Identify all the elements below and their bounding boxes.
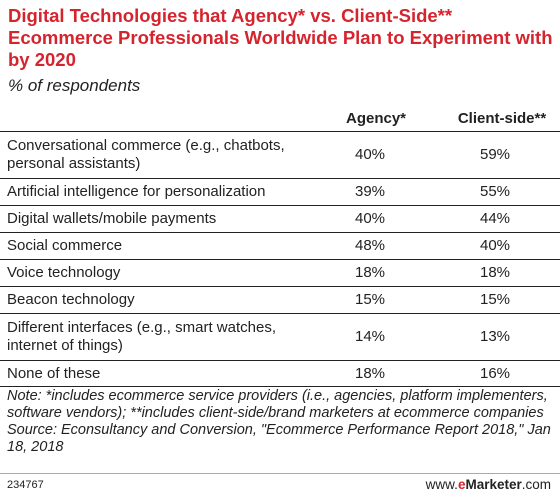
row-label: Social commerce	[0, 237, 310, 255]
table-row: None of these 18% 16%	[0, 360, 560, 387]
brand-e: e	[457, 477, 466, 492]
table-body: Conversational commerce (e.g., chatbots,…	[0, 131, 560, 387]
table-header-row: Agency* Client-side**	[0, 103, 560, 131]
note-text: Note: *includes ecommerce service provid…	[7, 388, 548, 421]
agency-value: 40%	[354, 210, 386, 227]
agency-value: 14%	[354, 328, 386, 345]
agency-value: 48%	[354, 237, 386, 254]
chart-subtitle: % of respondents	[8, 76, 141, 95]
row-label: None of these	[0, 365, 310, 383]
chart-title: Digital Technologies that Agency* vs. Cl…	[8, 5, 553, 70]
row-label: Different interfaces (e.g., smart watche…	[0, 319, 310, 355]
row-label: Conversational commerce (e.g., chatbots,…	[0, 137, 310, 173]
row-label-line: Different interfaces (e.g., smart watche…	[7, 319, 276, 336]
client-side-value: 15%	[479, 291, 511, 308]
agency-value: 15%	[354, 291, 386, 308]
brand-suffix: .com	[521, 477, 551, 492]
header-client-side: Client-side**	[457, 110, 547, 127]
client-side-value: 59%	[479, 146, 511, 163]
row-label: Digital wallets/mobile payments	[0, 210, 310, 228]
table-row: Beacon technology 15% 15%	[0, 286, 560, 313]
chart-id: 234767	[7, 479, 44, 491]
table-row: Digital wallets/mobile payments 40% 44%	[0, 205, 560, 232]
row-label-line: Conversational commerce (e.g., chatbots,	[7, 137, 285, 154]
row-label-line: Beacon technology	[7, 291, 135, 308]
emarketer-logo[interactable]: www.eMarketer.com	[426, 477, 551, 492]
client-side-value: 16%	[479, 364, 511, 382]
row-label: Beacon technology	[0, 291, 310, 309]
client-side-value: 55%	[479, 183, 511, 200]
client-side-value: 13%	[479, 328, 511, 345]
row-label-line: Artificial intelligence for personalizat…	[7, 183, 266, 200]
table-row: Artificial intelligence for personalizat…	[0, 178, 560, 205]
header-label	[0, 115, 310, 119]
row-label-line: internet of things)	[7, 337, 123, 354]
row-label-line: personal assistants)	[7, 155, 141, 172]
footer: 234767 www.eMarketer.com	[0, 473, 560, 497]
table-row: Voice technology 18% 18%	[0, 259, 560, 286]
note-and-source: Note: *includes ecommerce service provid…	[7, 388, 555, 456]
row-label-line: Digital wallets/mobile payments	[7, 210, 217, 227]
agency-value: 18%	[354, 264, 386, 281]
source-text: Source: Econsultancy and Conversion, "Ec…	[7, 422, 551, 455]
row-label-line: Voice technology	[7, 264, 121, 281]
agency-value: 39%	[354, 183, 386, 200]
row-label: Artificial intelligence for personalizat…	[0, 183, 310, 201]
row-label-line: None of these	[7, 364, 101, 382]
client-side-value: 18%	[479, 264, 511, 281]
table-row: Social commerce 48% 40%	[0, 232, 560, 259]
brand-name: Marketer	[465, 477, 522, 492]
table-row: Different interfaces (e.g., smart watche…	[0, 313, 560, 360]
row-label: Voice technology	[0, 264, 310, 282]
data-table: Agency* Client-side** Conversational com…	[0, 103, 560, 387]
client-side-value: 40%	[479, 237, 511, 254]
brand-prefix: www.	[425, 477, 458, 492]
header-agency: Agency*	[345, 110, 407, 127]
row-label-line: Social commerce	[7, 237, 123, 254]
agency-value: 40%	[354, 146, 386, 163]
table-row: Conversational commerce (e.g., chatbots,…	[0, 131, 560, 178]
client-side-value: 44%	[479, 210, 511, 227]
agency-value: 18%	[354, 364, 386, 382]
